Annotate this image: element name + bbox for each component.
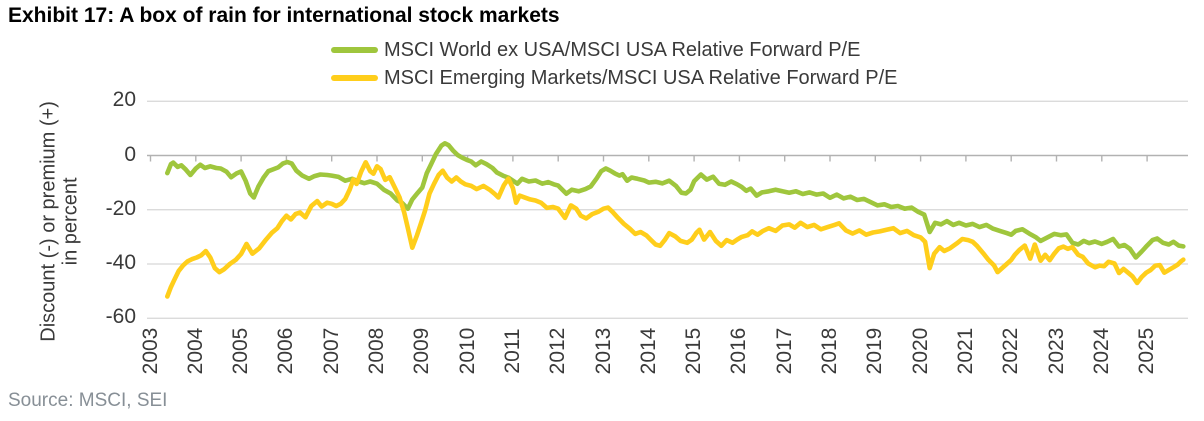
series-line-emerging-markets xyxy=(165,160,1186,299)
x-tick-label: 2009 xyxy=(410,327,434,375)
source-note: Source: MSCI, SEI xyxy=(8,390,168,411)
x-tick-label: 2005 xyxy=(229,327,253,375)
legend-item-world-ex-usa: MSCI World ex USA/MSCI USA Relative Forw… xyxy=(331,36,897,64)
x-tick-label: 2023 xyxy=(1044,327,1068,375)
chart-title: Exhibit 17: A box of rain for internatio… xyxy=(8,4,560,27)
x-tick-label: 2006 xyxy=(274,327,298,375)
y-tick-label: 20 xyxy=(112,88,136,112)
legend-label: MSCI World ex USA/MSCI USA Relative Forw… xyxy=(384,38,861,61)
x-tick-label: 2025 xyxy=(1135,327,1159,375)
x-tick-label: 2008 xyxy=(365,327,388,375)
legend-label: MSCI Emerging Markets/MSCI USA Relative … xyxy=(384,66,898,89)
x-tick-label: 2011 xyxy=(500,328,524,374)
legend-line-swatch-yellow xyxy=(331,75,378,81)
x-tick-label: 2007 xyxy=(319,327,343,375)
x-tick-label: 2024 xyxy=(1089,327,1113,375)
x-tick-label: 2012 xyxy=(546,327,570,375)
x-tick-label: 2015 xyxy=(682,327,706,375)
y-tick-label: 0 xyxy=(124,142,136,166)
x-tick-label: 2003 xyxy=(138,327,162,375)
x-tick-label: 2018 xyxy=(818,327,841,375)
x-tick-label: 2022 xyxy=(999,327,1023,375)
legend-item-emerging-markets: MSCI Emerging Markets/MSCI USA Relative … xyxy=(331,64,897,92)
y-tick-label: -60 xyxy=(105,305,136,329)
x-tick-label: 2013 xyxy=(591,327,615,375)
x-tick-label: 2010 xyxy=(455,327,479,375)
x-tick-label: 2014 xyxy=(636,327,660,375)
y-tick-label: -40 xyxy=(105,251,136,274)
legend-line-swatch-green xyxy=(331,47,378,53)
x-tick-label: 2021 xyxy=(953,327,977,375)
y-tick-label: -20 xyxy=(105,196,136,220)
x-tick-label: 2004 xyxy=(183,327,207,375)
x-tick-label: 2016 xyxy=(727,327,751,375)
x-tick-label: 2017 xyxy=(772,327,796,375)
series-line-world-ex-usa xyxy=(165,141,1186,260)
x-tick-label: 2019 xyxy=(863,327,887,375)
legend: MSCI World ex USA/MSCI USA Relative Forw… xyxy=(331,36,897,92)
x-tick-label: 2020 xyxy=(908,327,932,375)
